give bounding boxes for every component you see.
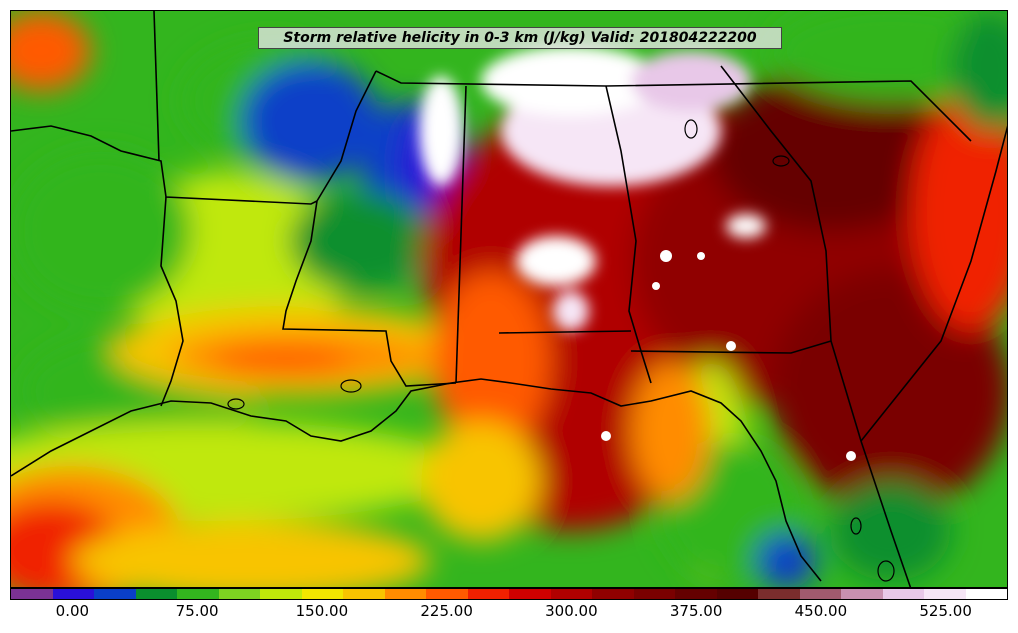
colorbar-tick-label: 525.00 [919,602,972,620]
colorbar-tick-label: 75.00 [175,602,219,620]
colorbar-segment [716,589,758,599]
colorbar-segment [799,589,841,599]
colorbar-segment [94,589,136,599]
colorbar-segment [550,589,592,599]
colorbar-segment [260,589,302,599]
colorbar-tick-label: 450.00 [794,602,848,620]
colorbar-segment [426,589,468,599]
map-title: Storm relative helicity in 0-3 km (J/kg)… [258,27,782,49]
colorbar-segment [633,589,675,599]
colorbar-tick-label: 225.00 [420,602,473,620]
colorbar-tick-label: 300.00 [545,602,598,620]
colorbar-segment [882,589,924,599]
colorbar-segment [135,589,177,599]
colorbar-segment [343,589,385,599]
helicity-field [11,11,1007,587]
lake-outlines [227,119,895,582]
colorbar-segment [592,589,634,599]
helicity-map: Storm relative helicity in 0-3 km (J/kg)… [10,10,1008,588]
colorbar-tick-label: 0.00 [55,602,90,620]
colorbar-segment [384,589,426,599]
colorbar-segment [509,589,551,599]
colorbar-tick-label: 150.00 [295,602,349,620]
colorbar-segment [841,589,883,599]
colorbar-segment [965,589,1007,599]
colorbar-segment [758,589,800,599]
colorbar-segment [675,589,717,599]
colorbar-segment [11,589,53,599]
colorbar-segment [177,589,219,599]
state-borders [11,11,1007,587]
colorbar-segment [301,589,343,599]
colorbar-segment [467,589,509,599]
colorbar-segment [924,589,966,599]
colorbar [10,588,1008,600]
colorbar-tick-label: 375.00 [669,602,723,620]
map-canvas [11,11,1007,587]
colorbar-segment [218,589,260,599]
colorbar-segment [52,589,94,599]
colorbar-ticks: 0.00 75.00 150.00 225.00 300.00 375.00 450.00 5… [10,600,1008,630]
